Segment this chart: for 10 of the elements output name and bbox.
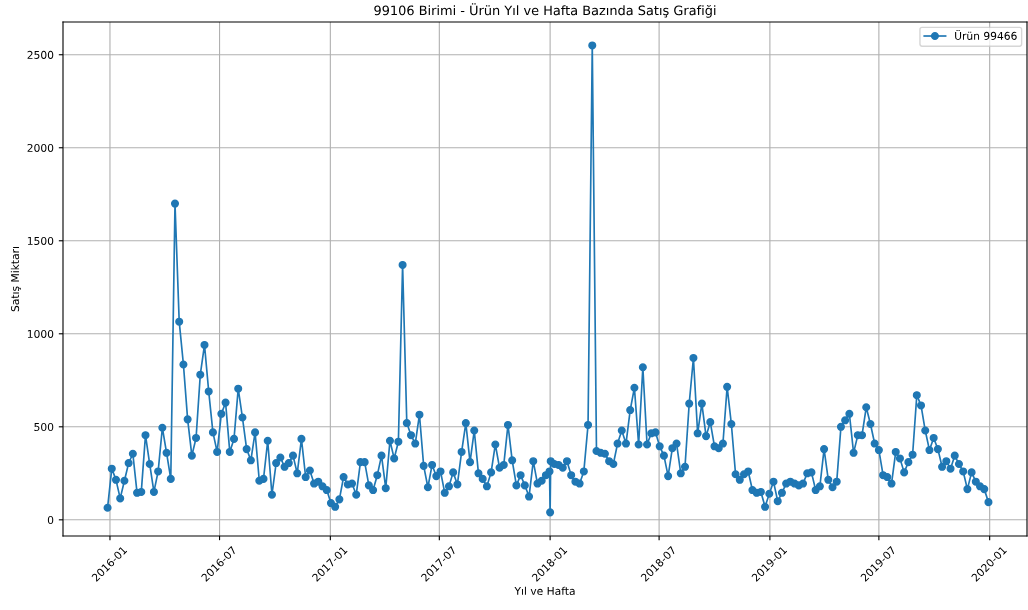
y-tick-label: 2500 [27, 50, 54, 59]
legend-label: Ürün 99466 [955, 30, 1017, 40]
y-tick-label: 0 [47, 515, 54, 525]
y-tick-label: 2000 [27, 143, 54, 152]
y-tick-label: 500 [34, 422, 54, 432]
x-axis-title: Yıl ve Hafta [514, 586, 575, 595]
y-axis-title: Satış Miktarı [10, 247, 22, 312]
y-tick-label: 1500 [27, 236, 54, 245]
chart-title: 99106 Birimi - Ürün Yıl ve Hafta Bazında Satış Grafiği [374, 3, 716, 18]
y-tick-label: 1000 [27, 329, 54, 338]
